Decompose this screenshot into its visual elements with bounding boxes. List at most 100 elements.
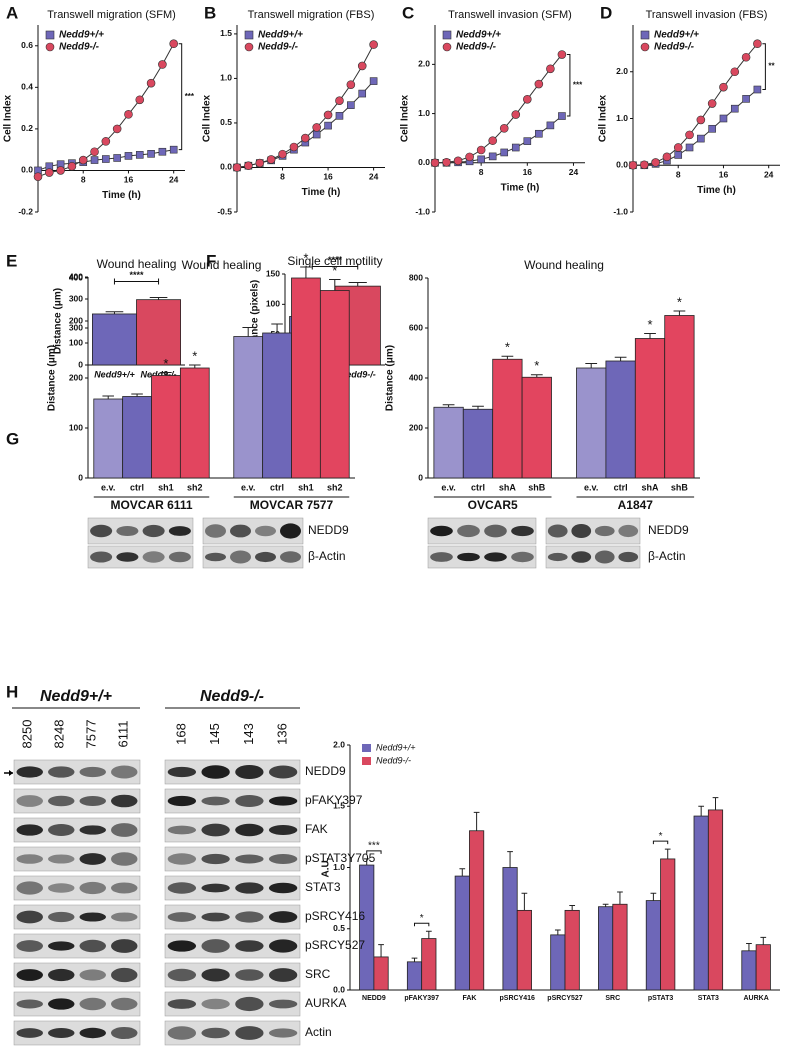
significance-label: * [505,340,510,355]
significance-label: ** [768,62,775,71]
error-bar [459,868,466,877]
lane-label: 7577 [83,720,98,749]
point [662,152,672,162]
legend-marker [45,42,55,52]
blot-band [48,766,75,778]
blot-band [79,969,106,981]
panel-label: E [6,251,17,270]
blot-band [235,882,264,894]
point [742,95,750,103]
point [358,89,367,98]
bar [550,934,566,991]
blot-band [235,854,264,864]
legend-label: Nedd9-/- [654,42,695,53]
error-bar [271,323,283,333]
y-tick-label: 0.4 [21,82,33,92]
x-axis-label: Time (h) [302,187,341,198]
y-tick-label: -1.0 [415,206,430,216]
bar [664,315,695,479]
blot-band [255,525,276,537]
error-bar [425,930,432,939]
legend-marker [244,30,254,40]
point [511,143,520,152]
x-tick-label: 8 [81,175,86,185]
point [697,134,705,143]
point [685,130,694,140]
point [90,156,99,164]
blot-band [167,1026,197,1040]
bar [421,938,437,991]
point [719,82,728,92]
point [674,151,683,159]
blot-band [167,940,197,952]
bar [612,903,628,991]
x-tick-label: 24 [369,172,379,182]
point [124,110,133,119]
x-tick-label: sh1 [298,482,314,492]
significance-bracket [178,43,183,151]
bar [598,906,614,991]
blot-band [268,882,298,894]
blot-label: pSRCY416 [305,909,365,923]
blot-band [111,1026,138,1040]
series-line [236,80,374,168]
blot-band [48,998,75,1010]
panel-label: D [600,3,612,22]
y-tick-label: 200 [69,315,83,325]
y-tick-label: 2.0 [333,739,345,749]
error-bar [300,266,312,278]
y-tick-label: 1.5 [220,28,232,38]
legend-label: Nedd9+/+ [59,30,104,41]
bar [262,332,292,479]
point [67,161,77,171]
blot-label: Actin [305,1025,332,1039]
x-tick-label: pSRCY416 [500,995,536,1002]
y-tick-label: 0 [418,472,423,482]
blot-band [547,552,568,562]
blot-band [201,823,230,837]
bar [645,900,661,991]
blot-band [16,795,43,807]
point [719,114,728,123]
point [232,163,242,172]
x-tick-label: NEDD9 [362,995,386,1002]
error-bar [507,851,513,868]
y-tick-label: 0 [78,359,83,369]
group-label: OVCAR5 [468,498,518,512]
error-bar [149,296,168,300]
y-tick-label: 400 [69,272,83,282]
significance-label: * [192,348,197,363]
y-tick-label: 2.0 [418,59,430,69]
point [651,158,660,167]
error-bar [242,327,254,337]
bar [122,396,152,479]
point [323,110,333,120]
significance-bracket [566,54,571,117]
point [324,121,332,130]
blot-band [484,552,507,562]
x-tick-label: 24 [569,167,579,177]
chart-title: Wound healing [182,258,262,272]
blot-band [48,968,75,982]
x-tick-label: sh2 [327,482,343,492]
blot-image [545,545,641,569]
blot-label: pFAKY397 [305,793,363,807]
significance-label: * [647,317,652,332]
blot-band [268,1028,298,1038]
blot-arrow-head [9,770,13,776]
significance-bracket [366,850,382,854]
significance-bracket [652,840,669,845]
point [523,95,532,104]
y-axis-label: Distance (μm) [385,345,396,411]
blot-band [168,551,191,563]
bar [92,313,137,366]
blot-band [16,940,43,952]
y-tick-label: 0.5 [333,923,345,933]
blot-band [268,968,298,982]
blot-band [79,766,106,778]
bar [233,336,264,479]
blot-band [16,910,43,924]
x-tick-label: shB [671,482,689,492]
